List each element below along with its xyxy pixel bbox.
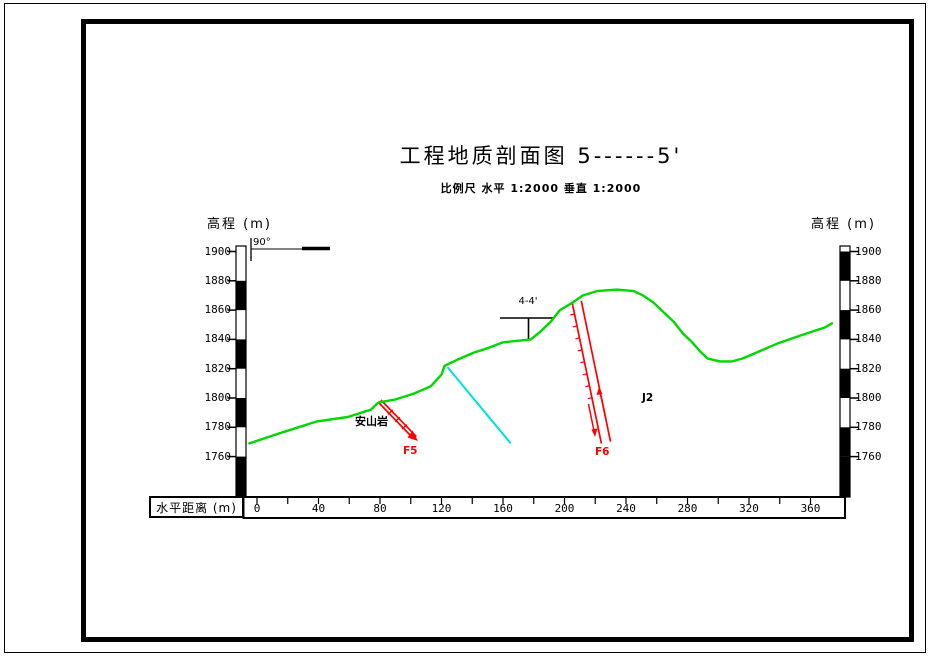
left-elevation-tick-label: 1820 xyxy=(204,361,232,375)
right-elevation-tick-label: 1820 xyxy=(855,361,882,375)
distance-tick-label: 80 xyxy=(373,502,387,515)
crossing-profile-label: 4-4' xyxy=(518,296,538,307)
fault-f5 xyxy=(377,399,418,441)
crossing-profile-marker xyxy=(500,317,554,339)
right-elevation-tick-label: 1860 xyxy=(855,303,882,317)
structure-line xyxy=(446,366,512,445)
distance-tick-label: 320 xyxy=(739,502,759,515)
stratum-label: J2 xyxy=(642,392,654,404)
drawing-title: 工程地质剖面图 5------5' xyxy=(399,144,683,168)
left-elevation-tick-label: 1780 xyxy=(204,420,232,434)
right-elevation-tick-label: 1800 xyxy=(855,391,882,404)
right-elevation-tick-label: 1880 xyxy=(855,273,882,287)
scale-note: 比例尺 水平 1:2000 垂直 1:2000 xyxy=(440,182,642,195)
left-elevation-tick-label: 1840 xyxy=(204,332,232,346)
dip-angle-label: 90° xyxy=(253,237,271,248)
right-elevation-tick-label: 1780 xyxy=(855,420,882,434)
rock-type-label: 安山岩 xyxy=(355,415,388,428)
inner-border-frame xyxy=(81,19,914,642)
fault-f6-label: F6 xyxy=(595,446,610,458)
left-elevation-tick-label: 1880 xyxy=(204,273,232,287)
right-elevation-bar xyxy=(839,245,859,498)
left-elevation-axis-title: 高程 (m) xyxy=(207,217,272,232)
right-elevation-axis-title: 高程 (m) xyxy=(811,217,876,232)
left-elevation-tick-label: 1800 xyxy=(204,391,232,404)
distance-tick-label: 200 xyxy=(554,502,575,515)
left-elevation-tick-label: 1860 xyxy=(204,303,232,317)
distance-tick-label: 240 xyxy=(616,502,636,515)
distance-tick-label: 360 xyxy=(800,502,821,515)
distance-tick-label: 40 xyxy=(311,502,326,515)
outer-border-frame xyxy=(4,3,926,653)
distance-axis-label: 水平距离 (m) xyxy=(156,500,237,515)
right-elevation-tick-label: 1840 xyxy=(855,332,882,346)
distance-tick-label: 0 xyxy=(253,502,261,515)
left-elevation-tick-label: 1760 xyxy=(204,449,232,463)
dip-angle-symbol xyxy=(250,238,330,261)
fault-f5-label: F5 xyxy=(403,445,418,457)
distance-tick-label: 280 xyxy=(677,502,698,515)
terrain-line xyxy=(248,288,834,445)
right-elevation-tick-label: 1900 xyxy=(855,244,882,258)
left-elevation-tick-label: 1900 xyxy=(204,244,232,258)
right-elevation-tick-label: 1760 xyxy=(855,449,882,463)
distance-axis-label-box: 水平距离 (m) xyxy=(149,496,244,518)
distance-tick-label: 120 xyxy=(431,502,452,515)
fault-f6 xyxy=(570,300,612,444)
distance-tick-label: 160 xyxy=(493,502,513,515)
